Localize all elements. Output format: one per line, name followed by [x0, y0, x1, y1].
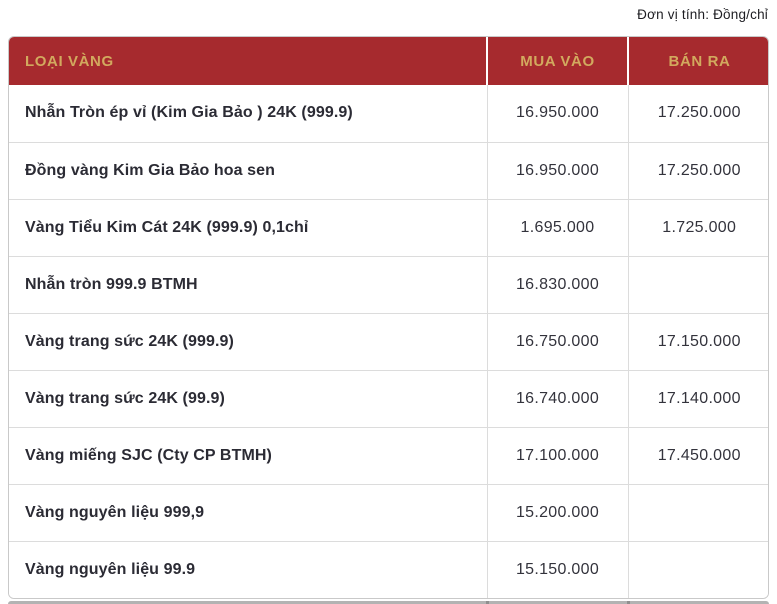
column-header-sell: BÁN RA	[628, 37, 768, 85]
buy-price-cell: 17.100.000	[486, 426, 628, 484]
buy-price-cell: 16.950.000	[486, 141, 628, 199]
gold-type-cell: Vàng miếng SJC (Cty CP BTMH)	[9, 426, 487, 484]
sell-price-cell: 17.140.000	[627, 369, 768, 427]
gold-type-cell: Vàng nguyên liệu 99.9	[9, 540, 487, 598]
buy-price-cell: 16.750.000	[486, 312, 628, 370]
column-divider-mark	[627, 601, 630, 604]
column-header-gold-type: LOẠI VÀNG	[9, 37, 488, 85]
buy-price-cell: 16.830.000	[486, 255, 628, 313]
sell-price-cell: 17.450.000	[627, 426, 768, 484]
table-row: Vàng nguyên liệu 999,9 15.200.000	[9, 483, 768, 541]
table-row: Nhẫn tròn 999.9 BTMH 16.830.000	[9, 255, 768, 313]
table-row: Vàng trang sức 24K (999.9) 16.750.000 17…	[9, 312, 768, 370]
sell-price-cell: 17.250.000	[627, 85, 768, 142]
table-row: Nhẫn Tròn ép vỉ (Kim Gia Bảo ) 24K (999.…	[9, 85, 768, 142]
buy-price-cell: 16.950.000	[486, 85, 628, 142]
sell-price-cell	[627, 483, 768, 541]
sell-price-cell	[627, 540, 768, 598]
buy-price-cell: 15.150.000	[486, 540, 628, 598]
gold-type-cell: Vàng trang sức 24K (999.9)	[9, 312, 487, 370]
sell-price-cell: 17.250.000	[627, 141, 768, 199]
sell-price-cell	[627, 255, 768, 313]
buy-price-cell: 15.200.000	[486, 483, 628, 541]
next-table-top-edge	[8, 601, 769, 604]
column-divider-mark	[486, 601, 489, 604]
gold-type-cell: Vàng trang sức 24K (99.9)	[9, 369, 487, 427]
gold-price-table: LOẠI VÀNG MUA VÀO BÁN RA Nhẫn Tròn ép vỉ…	[8, 36, 769, 599]
table-header-row: LOẠI VÀNG MUA VÀO BÁN RA	[9, 37, 768, 85]
buy-price-cell: 16.740.000	[486, 369, 628, 427]
sell-price-cell: 1.725.000	[627, 198, 768, 256]
table-row: Vàng Tiểu Kim Cát 24K (999.9) 0,1chỉ 1.6…	[9, 198, 768, 256]
unit-note: Đơn vị tính: Đồng/chỉ	[637, 7, 768, 22]
buy-price-cell: 1.695.000	[486, 198, 628, 256]
sell-price-cell: 17.150.000	[627, 312, 768, 370]
table-row: Vàng miếng SJC (Cty CP BTMH) 17.100.000 …	[9, 426, 768, 484]
gold-type-cell: Nhẫn Tròn ép vỉ (Kim Gia Bảo ) 24K (999.…	[9, 85, 487, 142]
table-row: Vàng trang sức 24K (99.9) 16.740.000 17.…	[9, 369, 768, 427]
gold-type-cell: Đồng vàng Kim Gia Bảo hoa sen	[9, 141, 487, 199]
gold-type-cell: Vàng Tiểu Kim Cát 24K (999.9) 0,1chỉ	[9, 198, 487, 256]
column-header-buy: MUA VÀO	[487, 37, 629, 85]
gold-type-cell: Nhẫn tròn 999.9 BTMH	[9, 255, 487, 313]
table-row: Vàng nguyên liệu 99.9 15.150.000	[9, 540, 768, 598]
table-row: Đồng vàng Kim Gia Bảo hoa sen 16.950.000…	[9, 141, 768, 199]
gold-type-cell: Vàng nguyên liệu 999,9	[9, 483, 487, 541]
